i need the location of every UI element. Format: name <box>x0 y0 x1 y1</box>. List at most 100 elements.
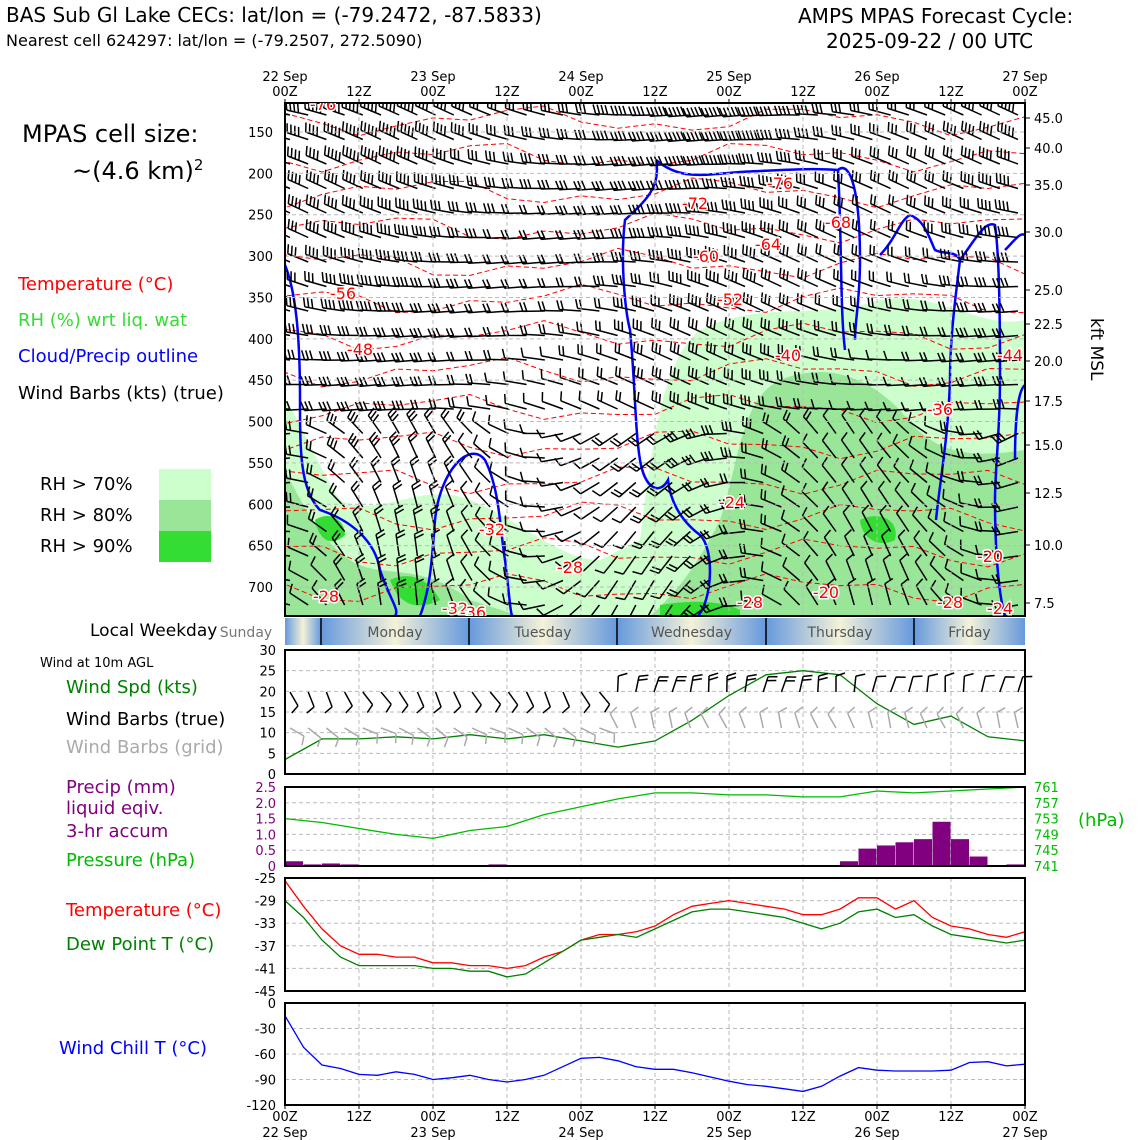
wind-barb <box>305 415 327 435</box>
top-hour-label: 12Z <box>790 85 816 100</box>
wind-barb <box>446 528 455 557</box>
wind-barb <box>648 530 673 549</box>
wind-barb <box>503 393 527 410</box>
wind-barb <box>924 103 946 116</box>
wind-barb <box>304 103 327 116</box>
wind-barb <box>414 103 436 116</box>
wind-barb <box>991 502 1019 513</box>
wind-barb <box>633 365 655 386</box>
wind-barb <box>573 506 600 520</box>
pressure-tick-label: 500 <box>248 416 273 431</box>
wind-barb <box>613 319 637 337</box>
wind-barb <box>285 161 291 165</box>
temperature-label: -36 <box>460 603 486 622</box>
wind-barb <box>323 121 345 141</box>
wind-barb <box>664 130 691 143</box>
wind-barb <box>859 407 874 434</box>
wind-barb <box>285 602 291 606</box>
wind-barb <box>300 375 327 387</box>
wind-barb <box>724 268 746 288</box>
temperature-contour <box>285 212 1025 244</box>
wind-barb <box>684 224 709 239</box>
wind-barb <box>649 555 673 575</box>
wind-barb <box>990 479 1019 490</box>
wind-barb <box>664 202 691 214</box>
wind-barb <box>615 580 637 601</box>
wind-barb <box>760 267 782 288</box>
bottom-hour-label: 00Z <box>716 1110 742 1125</box>
wind-barb <box>737 130 764 141</box>
wind-barb <box>580 727 597 745</box>
wind-barb <box>301 323 327 337</box>
wind-barb <box>823 529 837 557</box>
temperature-label: -32 <box>442 599 468 618</box>
wind-barb <box>414 121 436 141</box>
wind-barb <box>742 244 764 263</box>
bottom-hour-label: 00Z <box>568 1110 594 1125</box>
wind-barb <box>739 175 764 190</box>
wind-barb <box>942 120 964 141</box>
wind-barb <box>960 563 982 582</box>
wind-barb <box>978 171 1001 190</box>
weekday-segment <box>914 618 1025 645</box>
pressure-tick-label: 150 <box>248 126 273 141</box>
wind-barb <box>742 292 764 312</box>
wind-barb <box>899 553 910 581</box>
wind-barb <box>720 446 746 459</box>
wind-barb <box>669 604 691 616</box>
wind-barb <box>651 365 673 386</box>
wind-barb <box>705 268 728 288</box>
wind-barb <box>396 103 418 116</box>
bottom-date-label: 25 Sep <box>706 1126 751 1140</box>
wind-barb <box>833 170 855 190</box>
wind-barb <box>903 272 928 288</box>
wind-barb <box>741 415 764 435</box>
wind-barb <box>391 376 418 387</box>
temperature-label: -64 <box>755 235 781 254</box>
pressure-tick-label: 400 <box>248 333 273 348</box>
wind-barb <box>759 197 782 214</box>
wind-barb <box>889 676 906 693</box>
wind-barb <box>432 147 455 165</box>
wind-barb <box>669 390 691 410</box>
wind-barb <box>993 225 1019 239</box>
wind-barb <box>574 103 600 116</box>
wind-barb <box>610 481 637 498</box>
temp-label: Temperature (°C) <box>66 900 222 921</box>
wind-barb <box>847 577 857 606</box>
wind-barb <box>797 267 819 288</box>
wind-barb <box>285 296 309 312</box>
wind-barb <box>758 369 782 386</box>
wind-barb <box>287 170 309 190</box>
wind-barb <box>926 673 939 693</box>
wind-barb <box>343 691 353 714</box>
wind-barb <box>287 244 309 263</box>
wind-barb <box>360 170 382 190</box>
wind-barb <box>456 408 473 435</box>
wind-barb <box>519 521 545 533</box>
wind-barb <box>350 480 364 508</box>
wind-barb <box>755 129 782 141</box>
wind-barb <box>796 293 819 312</box>
wind-barb <box>413 172 436 190</box>
wind-barb <box>326 411 346 435</box>
wind-barb <box>482 203 509 214</box>
wind-barb <box>341 194 364 214</box>
wind-barb <box>554 481 582 492</box>
swatch-rh70 <box>159 469 211 500</box>
y-tick-label: -29 <box>255 895 276 910</box>
wind-barb <box>887 245 910 263</box>
wind-barb <box>428 252 454 263</box>
wind-barb <box>322 245 345 263</box>
wind-barb <box>323 145 345 165</box>
wind-barb <box>780 485 801 508</box>
wind-barb <box>629 604 637 616</box>
wind-barb <box>535 528 564 538</box>
wind-barb <box>285 358 291 361</box>
wind-barb <box>522 392 546 410</box>
wind-barb <box>647 226 673 239</box>
wind-barb <box>614 366 637 386</box>
wind-barb <box>645 155 673 167</box>
wind-barb <box>833 268 855 288</box>
wind-barb <box>449 148 473 165</box>
